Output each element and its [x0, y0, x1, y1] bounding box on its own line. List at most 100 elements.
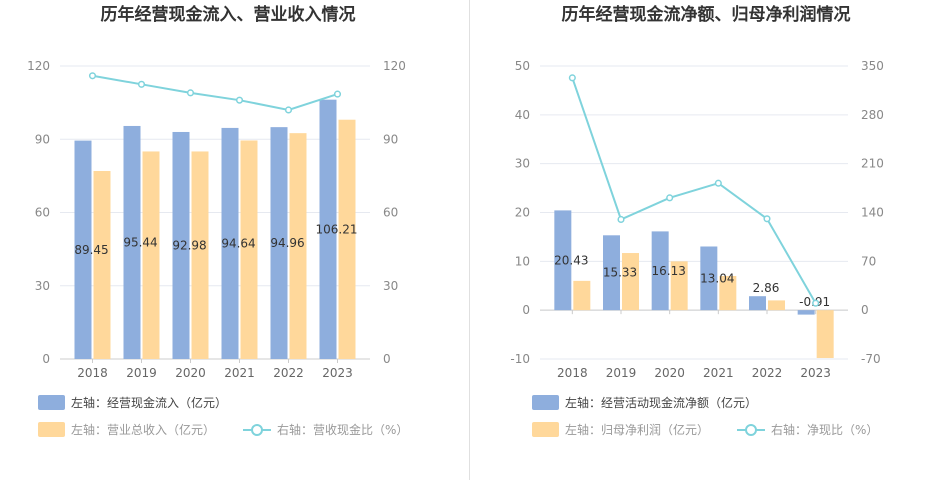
left-axis-tick: -10 — [510, 352, 530, 366]
legend-label-secondary: 左轴：营业总收入（亿元） — [71, 422, 215, 437]
x-axis-tick: 2019 — [606, 366, 637, 380]
bar-primary-2021 — [700, 246, 718, 311]
line-series — [571, 77, 817, 304]
line-point-2021 — [714, 179, 722, 187]
data-label-2022: 2.86 — [753, 281, 780, 295]
line-point-2018 — [568, 74, 576, 82]
bar-primary-2022 — [749, 296, 766, 311]
left-axis-tick: 0 — [522, 303, 530, 317]
x-axis-tick: 2019 — [126, 366, 157, 380]
line-point-2019 — [617, 215, 625, 224]
x-axis-tick: 2020 — [654, 366, 685, 380]
data-label-2020: 92.98 — [172, 238, 206, 252]
legend-label-primary: 左轴：经营活动现金流净额（亿元） — [565, 395, 757, 410]
bar-primary-2020 — [172, 131, 190, 359]
bar-primary-2021 — [221, 127, 239, 359]
bar-primary-2023 — [797, 310, 815, 315]
bar-secondary-2023 — [338, 119, 356, 359]
bar-primary-2022 — [270, 127, 288, 359]
bar-secondary-2021 — [719, 275, 737, 311]
data-label-2020: 16.13 — [651, 264, 685, 278]
right-axis-tick: -70 — [861, 352, 881, 366]
line-point-2020 — [186, 89, 195, 97]
left-axis-tick: 120 — [27, 59, 50, 73]
bar-secondary-2022 — [289, 133, 307, 359]
bar-secondary-2019 — [142, 151, 160, 359]
x-axis-tick: 2023 — [800, 366, 831, 380]
bar-secondary-2019 — [622, 253, 639, 311]
right-axis-tick: 280 — [861, 108, 884, 122]
left-axis-tick: 0 — [42, 352, 50, 366]
x-axis-tick: 2018 — [557, 366, 588, 380]
bar-secondary-2018 — [93, 170, 111, 359]
bar-primary-2018 — [74, 140, 92, 359]
legend-label-secondary: 左轴：归母净利润（亿元） — [565, 422, 709, 437]
line-point-2021 — [235, 96, 244, 104]
line-point-2018 — [88, 72, 97, 80]
data-label-2021: 13.04 — [700, 271, 734, 285]
left-axis-tick: 30 — [35, 279, 50, 293]
left-axis-tick: 90 — [35, 132, 50, 146]
right-axis-tick: 60 — [383, 206, 398, 220]
bar-primary-2019 — [603, 235, 620, 311]
legend-swatch-secondary — [532, 422, 559, 437]
bar-primary-2023 — [319, 99, 337, 359]
right-axis-tick: 90 — [383, 132, 398, 146]
line-point-2022 — [284, 106, 293, 114]
x-axis-tick: 2022 — [273, 366, 304, 380]
bar-primary-2019 — [123, 125, 141, 359]
chart-title: 历年经营现金流入、营业收入情况 — [101, 4, 356, 25]
line-point-2023 — [333, 90, 342, 98]
legend-swatch-primary — [532, 395, 559, 410]
data-label-2022: 94.96 — [270, 236, 304, 250]
bar-secondary-2020 — [191, 151, 209, 359]
right-axis-tick: 210 — [861, 157, 884, 171]
legend-label-primary: 左轴：经营现金流入（亿元） — [71, 395, 227, 410]
bar-primary-2018 — [554, 210, 572, 311]
legend-swatch-line-dot — [251, 424, 263, 436]
right-axis-tick: 0 — [383, 352, 391, 366]
x-axis-tick: 2022 — [752, 366, 783, 380]
line-point-2019 — [137, 80, 146, 88]
left-axis-tick: 10 — [515, 254, 530, 268]
left-axis-tick: 20 — [515, 206, 530, 220]
right-axis-tick: 30 — [383, 279, 398, 293]
legend-swatch-line-dot — [745, 424, 757, 436]
right-axis-tick: 120 — [383, 59, 406, 73]
x-axis-tick: 2018 — [77, 366, 108, 380]
x-axis-tick: 2021 — [703, 366, 734, 380]
chart-panel-2: 历年经营现金流净额、归母净利润情况 -10 0 10 20 30 40 50 -70 0 70 140… — [510, 4, 884, 437]
left-axis-tick: 30 — [515, 157, 530, 171]
right-axis-tick: 70 — [861, 254, 876, 268]
data-label-2019: 95.44 — [123, 235, 157, 249]
chart-panel-1: 历年经营现金流入、营业收入情况 0 30 60 90 120 0 30 60 90 120 2018 8… — [27, 4, 408, 437]
legend-swatch-primary — [38, 395, 65, 410]
line-point-2023 — [812, 299, 820, 307]
bar-secondary-2022 — [768, 300, 785, 311]
data-label-2018: 89.45 — [74, 243, 108, 257]
right-axis-tick: 350 — [861, 59, 884, 73]
data-label-2018: 20.43 — [554, 253, 588, 267]
line-series — [92, 74, 338, 111]
line-point-2020 — [666, 194, 674, 202]
legend-swatch-secondary — [38, 422, 65, 437]
legend-label-line: 右轴：营收现金比（%） — [277, 422, 408, 437]
chart-title: 历年经营现金流净额、归母净利润情况 — [562, 4, 851, 25]
line-point-2022 — [763, 215, 771, 223]
legend-label-line: 右轴：净现比（%） — [771, 422, 878, 437]
bar-primary-2020 — [651, 231, 669, 311]
x-axis-tick: 2023 — [322, 366, 353, 380]
left-axis-tick: 50 — [515, 59, 530, 73]
bar-secondary-2021 — [240, 140, 258, 359]
bar-secondary-2020 — [670, 261, 688, 311]
right-axis-tick: 0 — [861, 303, 869, 317]
left-axis-tick: 60 — [35, 206, 50, 220]
right-axis-tick: 140 — [861, 206, 884, 220]
data-label-2019: 15.33 — [603, 266, 637, 280]
bar-secondary-2023 — [816, 310, 834, 359]
x-axis-tick: 2020 — [175, 366, 206, 380]
bar-secondary-2018 — [573, 280, 591, 311]
left-axis-tick: 40 — [515, 108, 530, 122]
